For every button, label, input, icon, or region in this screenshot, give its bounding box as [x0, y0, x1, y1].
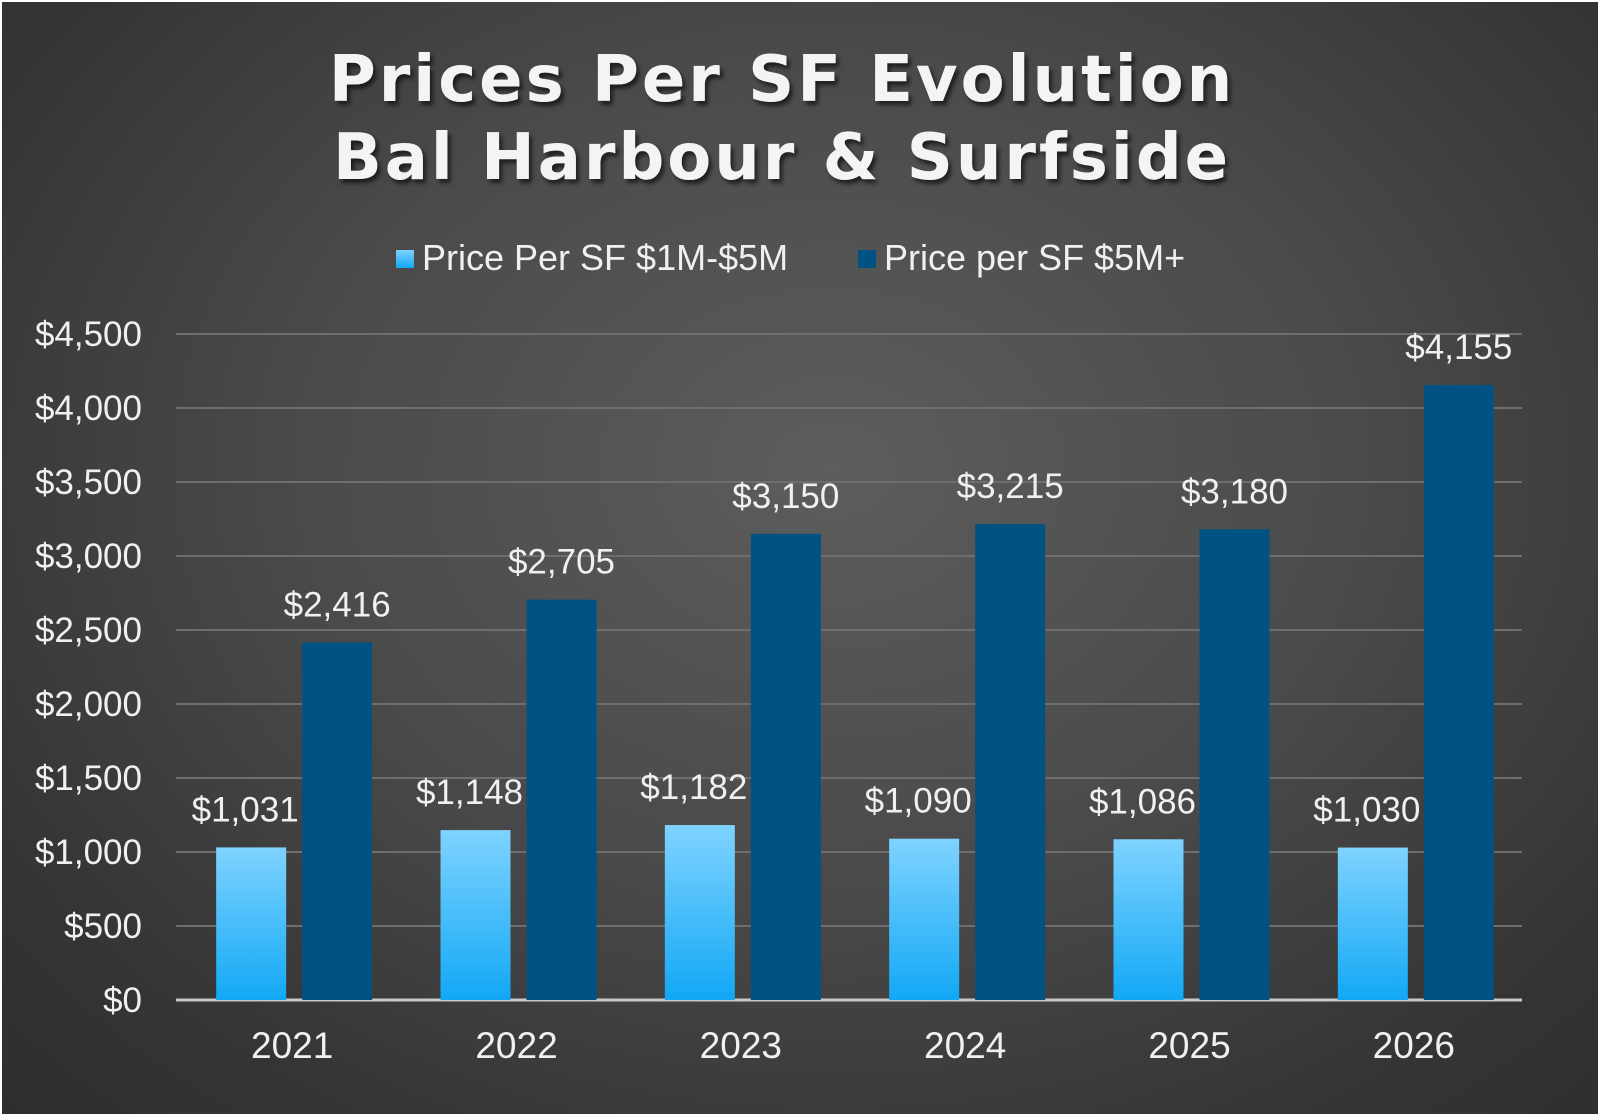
- bar-price-1m-5m: [440, 830, 511, 1000]
- chart-title: Prices Per SF Evolution Bal Harbour & Su…: [329, 43, 1235, 195]
- x-axis: 2021 2022 2023 2024 2025 2026: [251, 1025, 1455, 1066]
- data-label: $3,180: [1181, 472, 1288, 511]
- data-labels: $1,031 $2,416 $1,148 $2,705 $1,182 $3,150 $1,0…: [192, 328, 1513, 830]
- y-tick-label: $0: [103, 981, 142, 1020]
- bar-price-1m-5m: [664, 825, 735, 1000]
- y-tick-label: $3,500: [35, 463, 142, 502]
- legend-swatch: [858, 250, 876, 268]
- chart-title-line-2: Bal Harbour & Surfside: [333, 121, 1231, 195]
- y-tick-label: $1,500: [35, 759, 142, 798]
- data-label: $1,030: [1313, 791, 1420, 830]
- legend-label: Price per SF $5M+: [884, 237, 1185, 278]
- bar-price-1m-5m: [1113, 839, 1184, 1000]
- y-tick-label: $1,000: [35, 833, 142, 872]
- y-tick-label: $2,500: [35, 611, 142, 650]
- x-tick-label: 2023: [700, 1025, 782, 1066]
- y-axis: $0 $500 $1,000 $1,500 $2,000 $2,500 $3,000 $3,5…: [35, 315, 142, 1020]
- gridlines: [176, 333, 1522, 1002]
- chart-title-line-1: Prices Per SF Evolution: [329, 43, 1235, 117]
- bar-price-5m-plus: [750, 533, 821, 1000]
- bar-price-5m-plus: [1423, 385, 1494, 1000]
- data-label: $2,416: [284, 585, 391, 624]
- y-tick-label: $2,000: [35, 685, 142, 724]
- x-tick-label: 2024: [924, 1025, 1006, 1066]
- legend: Price Per SF $1M-$5M Price per SF $5M+: [396, 237, 1185, 278]
- bar-price-1m-5m: [1337, 847, 1408, 1000]
- bar-price-1m-5m: [889, 838, 960, 1000]
- data-label: $4,155: [1405, 328, 1512, 367]
- bars: [216, 385, 1494, 1000]
- y-tick-label: $500: [64, 907, 142, 946]
- legend-label: Price Per SF $1M-$5M: [422, 237, 788, 278]
- bar-price-5m-plus: [975, 524, 1046, 1000]
- data-label: $1,031: [192, 790, 299, 829]
- legend-swatch: [396, 250, 414, 268]
- data-label: $1,148: [416, 773, 523, 812]
- bar-price-1m-5m: [216, 847, 287, 1000]
- bar-price-5m-plus: [526, 599, 597, 1000]
- data-label: $3,150: [732, 477, 839, 516]
- x-tick-label: 2022: [475, 1025, 557, 1066]
- y-tick-label: $4,500: [35, 315, 142, 354]
- data-label: $3,215: [957, 467, 1064, 506]
- data-label: $2,705: [508, 543, 615, 582]
- y-tick-label: $3,000: [35, 537, 142, 576]
- x-tick-label: 2021: [251, 1025, 333, 1066]
- x-tick-label: 2026: [1373, 1025, 1455, 1066]
- data-label: $1,182: [640, 768, 747, 807]
- x-tick-label: 2025: [1148, 1025, 1230, 1066]
- y-tick-label: $4,000: [35, 389, 142, 428]
- data-label: $1,090: [865, 782, 972, 821]
- bar-price-5m-plus: [1199, 529, 1270, 1000]
- data-label: $1,086: [1089, 782, 1196, 821]
- bar-price-5m-plus: [302, 642, 373, 1000]
